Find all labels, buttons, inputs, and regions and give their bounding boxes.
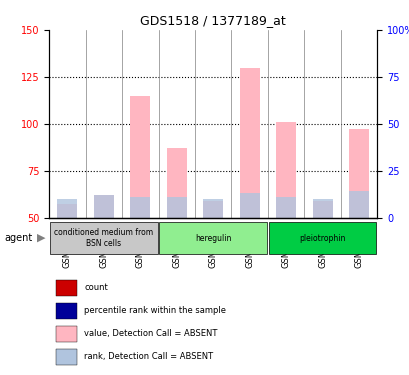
FancyBboxPatch shape: [159, 222, 267, 254]
Bar: [57, 199, 77, 217]
Text: ▶: ▶: [37, 233, 45, 243]
Text: value, Detection Call = ABSENT: value, Detection Call = ABSENT: [84, 329, 217, 338]
Text: agent: agent: [4, 233, 32, 243]
Bar: [348, 191, 368, 217]
Bar: [239, 68, 259, 218]
Text: conditioned medium from
BSN cells: conditioned medium from BSN cells: [54, 228, 153, 248]
Bar: [312, 199, 332, 217]
Bar: [94, 195, 114, 217]
Bar: [348, 129, 368, 218]
Bar: [56, 303, 77, 319]
Bar: [94, 195, 114, 217]
Bar: [57, 204, 77, 218]
Bar: [56, 280, 77, 296]
Bar: [166, 148, 187, 217]
Bar: [275, 197, 295, 217]
Bar: [166, 197, 187, 217]
Bar: [203, 199, 222, 217]
Title: GDS1518 / 1377189_at: GDS1518 / 1377189_at: [140, 15, 285, 27]
Text: pleiotrophin: pleiotrophin: [299, 234, 345, 243]
FancyBboxPatch shape: [268, 222, 375, 254]
Text: percentile rank within the sample: percentile rank within the sample: [84, 306, 225, 315]
Bar: [130, 96, 150, 218]
Text: heregulin: heregulin: [195, 234, 231, 243]
Text: rank, Detection Call = ABSENT: rank, Detection Call = ABSENT: [84, 352, 213, 361]
Bar: [239, 193, 259, 217]
Text: count: count: [84, 283, 108, 292]
Bar: [130, 197, 150, 217]
Bar: [203, 201, 222, 217]
Bar: [56, 349, 77, 365]
FancyBboxPatch shape: [50, 222, 157, 254]
Bar: [275, 122, 295, 218]
Bar: [312, 201, 332, 217]
Bar: [56, 326, 77, 342]
